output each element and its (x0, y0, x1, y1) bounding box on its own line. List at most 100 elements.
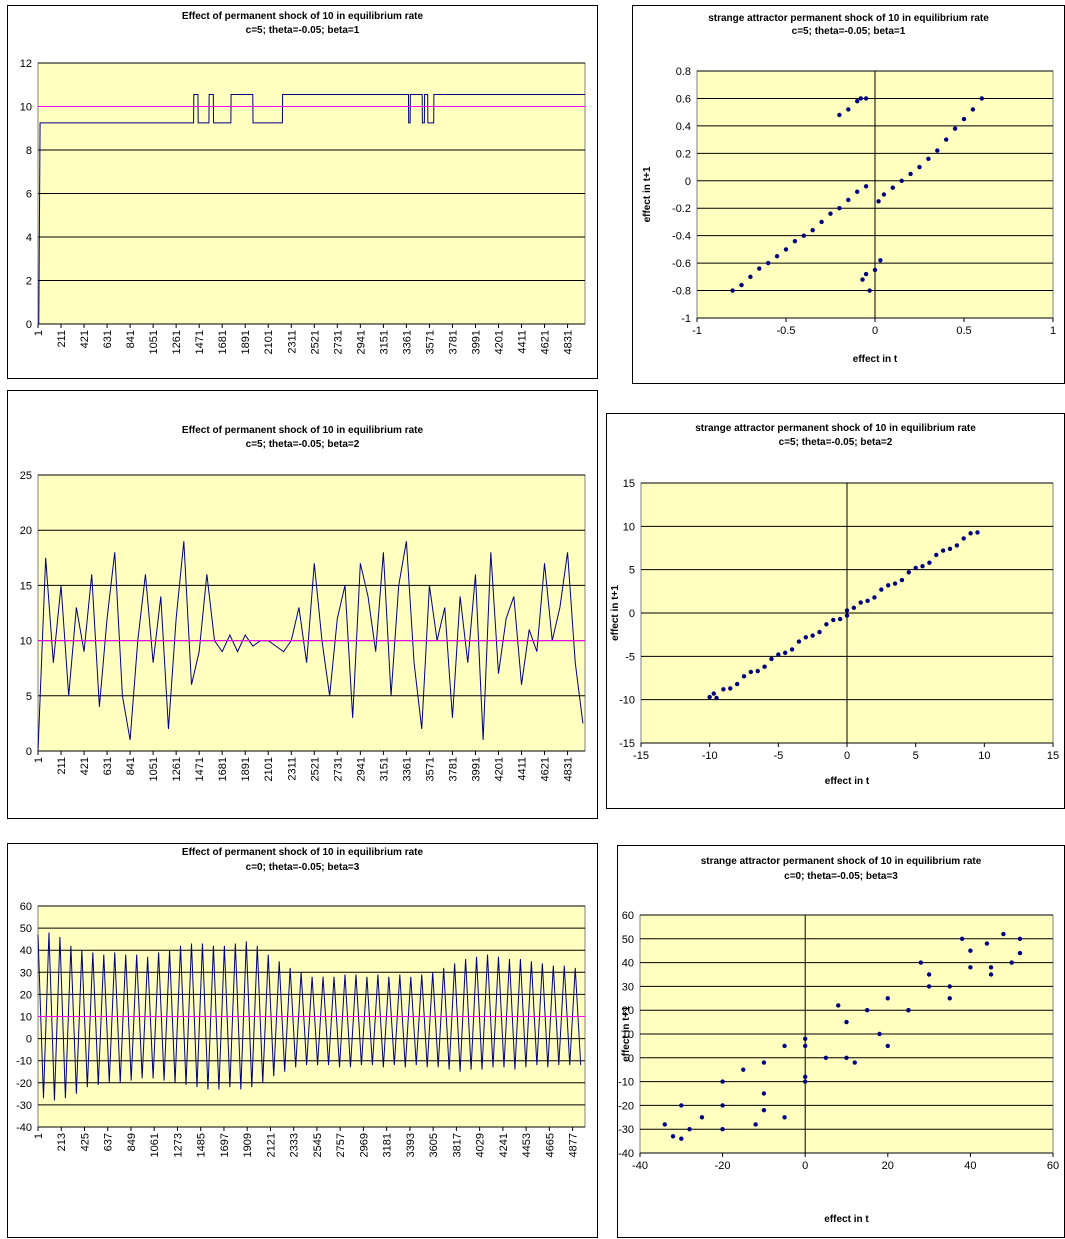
y-tick-label: 10 (20, 1012, 32, 1024)
chart-subtitle: c=0; theta=-0.05; beta=3 (246, 862, 360, 873)
data-point (885, 996, 890, 1001)
data-point (762, 664, 767, 669)
data-point (803, 1043, 808, 1049)
data-point (947, 546, 953, 552)
x-tick-label: 841 (125, 330, 137, 348)
data-point (846, 107, 851, 112)
x-tick-label: 4621 (540, 757, 552, 781)
data-point (803, 635, 808, 640)
y-tick-label: 25 (20, 470, 32, 482)
x-tick-label: 4621 (540, 330, 552, 354)
data-point (984, 941, 990, 946)
data-line (37, 541, 584, 752)
data-point (876, 199, 881, 204)
y-tick-label: -5 (625, 651, 635, 663)
data-point (968, 531, 973, 536)
data-point (1017, 950, 1023, 956)
y-tick-label: -10 (619, 695, 635, 707)
data-point (761, 1060, 767, 1065)
y-tick-label: 12 (20, 58, 32, 70)
x-tick-label: 1061 (149, 1133, 161, 1157)
data-point (810, 227, 815, 233)
data-point (865, 598, 870, 604)
chart: strange attractor permanent shock of 10 … (632, 5, 1065, 384)
data-point (803, 1079, 808, 1084)
chart: Effect of permanent shock of 10 in equil… (7, 390, 598, 819)
data-point (961, 116, 967, 122)
data-point (699, 1115, 705, 1120)
data-point (837, 112, 842, 118)
data-point (906, 1008, 911, 1013)
y-tick-label: 40 (20, 945, 32, 957)
x-tick-label: 3991 (470, 330, 482, 354)
x-tick-label: 3571 (424, 330, 436, 354)
data-point (803, 1074, 808, 1080)
x-tick-label: 4411 (517, 757, 529, 781)
x-tick-label: 10 (978, 750, 990, 762)
data-point (679, 1136, 684, 1141)
y-tick-label: -20 (618, 1100, 634, 1112)
data-point (872, 595, 877, 600)
data-point (837, 616, 843, 622)
data-point (881, 192, 887, 197)
y-tick-label: 20 (20, 989, 32, 1001)
data-point (926, 984, 932, 989)
chart: strange attractor permanent shock of 10 … (617, 845, 1065, 1238)
x-tick-label: 1 (33, 757, 45, 763)
x-tick-label: -20 (715, 1160, 731, 1172)
data-point (828, 211, 833, 216)
data-point (734, 681, 740, 687)
x-tick-label: 4241 (498, 1133, 510, 1157)
x-tick-label: 421 (79, 330, 91, 348)
data-point (753, 1122, 758, 1127)
x-tick-label: 0 (844, 750, 850, 762)
x-tick-label: 2101 (263, 330, 275, 354)
data-point (947, 996, 952, 1001)
data-point (720, 1127, 725, 1132)
x-tick-label: -1 (692, 325, 702, 337)
y-tick-label: 10 (622, 1029, 634, 1041)
x-tick-label: 3181 (382, 1133, 394, 1157)
data-point (783, 650, 788, 656)
data-point (908, 171, 913, 177)
data-point (707, 694, 712, 700)
data-point (679, 1103, 684, 1108)
data-point (927, 560, 932, 565)
x-tick-label: 2311 (286, 757, 298, 781)
y-tick-label: 15 (20, 580, 32, 592)
data-point (926, 972, 932, 977)
data-point (769, 656, 774, 662)
chart: Effect of permanent shock of 10 in equil… (7, 5, 598, 379)
data-point (670, 1134, 676, 1139)
data-point (917, 164, 922, 170)
data-point (810, 633, 815, 638)
data-point (968, 965, 973, 970)
data-point (755, 668, 760, 674)
x-tick-label: 1891 (240, 757, 252, 781)
data-point (926, 156, 931, 162)
x-tick-label: 2545 (312, 1133, 324, 1157)
data-point (855, 98, 860, 104)
x-tick-label: 1471 (194, 330, 206, 354)
x-tick-label: 3361 (401, 330, 413, 354)
x-tick-label: 0 (802, 1160, 808, 1172)
data-point (872, 267, 878, 273)
data-point (711, 691, 716, 696)
data-point (844, 608, 850, 613)
y-tick-label: -1 (681, 313, 691, 325)
data-point (979, 96, 984, 101)
chart-title: strange attractor permanent shock of 10 … (701, 856, 982, 867)
x-tick-label: 1891 (240, 330, 252, 354)
chart-subtitle: c=5; theta=-0.05; beta=1 (246, 25, 360, 36)
y-tick-label: -10 (618, 1077, 634, 1089)
y-tick-label: 0 (26, 746, 32, 758)
y-tick-label: 0 (628, 1053, 634, 1065)
y-tick-label: 4 (26, 232, 32, 244)
y-tick-label: 0 (26, 1034, 32, 1046)
y-axis-label: effect in t+1 (642, 166, 653, 222)
data-point (952, 126, 958, 131)
data-point (846, 197, 851, 203)
data-point (687, 1127, 692, 1132)
x-tick-label: 1681 (217, 330, 229, 354)
x-tick-label: 3393 (405, 1133, 417, 1157)
